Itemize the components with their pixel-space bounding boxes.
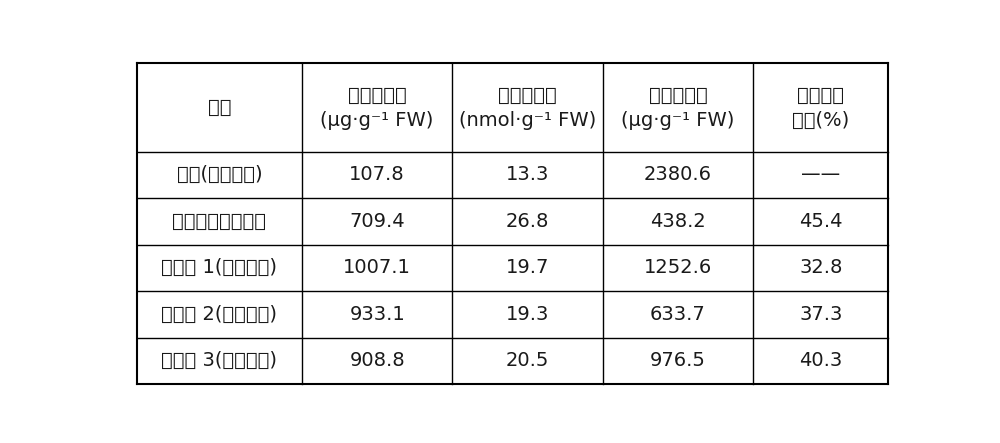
Text: 脖氨酸含量
(μg·g⁻¹ FW): 脖氨酸含量 (μg·g⁻¹ FW)	[320, 85, 434, 129]
Text: 107.8: 107.8	[349, 165, 405, 184]
Text: 1252.6: 1252.6	[644, 258, 712, 277]
Text: 26.8: 26.8	[506, 212, 549, 231]
Text: 908.8: 908.8	[349, 351, 405, 370]
Text: 976.5: 976.5	[650, 351, 706, 370]
Text: 20.5: 20.5	[506, 351, 549, 370]
Text: 叶绳素含量
(μg·g⁻¹ FW): 叶绳素含量 (μg·g⁻¹ FW)	[621, 85, 735, 129]
Text: 438.2: 438.2	[650, 212, 706, 231]
Text: 13.3: 13.3	[506, 165, 549, 184]
Text: 45.4: 45.4	[799, 212, 842, 231]
Text: 933.1: 933.1	[349, 305, 405, 324]
Text: ——: ——	[801, 165, 840, 184]
Text: 19.3: 19.3	[506, 305, 549, 324]
Text: 19.7: 19.7	[506, 258, 549, 277]
Text: 709.4: 709.4	[349, 212, 405, 231]
Text: 实施例 1(干旱胁迫): 实施例 1(干旱胁迫)	[161, 258, 277, 277]
Text: 实施例 2(干旱胁迫): 实施例 2(干旱胁迫)	[161, 305, 277, 324]
Text: 32.8: 32.8	[799, 258, 842, 277]
Text: 40.3: 40.3	[799, 351, 842, 370]
Text: 对照(正常淋水): 对照(正常淋水)	[177, 165, 262, 184]
Text: 绿叶率伤
害度(%): 绿叶率伤 害度(%)	[792, 85, 849, 129]
Text: 1007.1: 1007.1	[343, 258, 411, 277]
Text: 2380.6: 2380.6	[644, 165, 712, 184]
Text: 对照（干旱胁迫）: 对照（干旱胁迫）	[172, 212, 266, 231]
Text: 组别: 组别	[208, 98, 231, 117]
Text: 丙二醉含量
(nmol·g⁻¹ FW): 丙二醉含量 (nmol·g⁻¹ FW)	[459, 85, 596, 129]
Text: 633.7: 633.7	[650, 305, 706, 324]
Text: 37.3: 37.3	[799, 305, 842, 324]
Text: 实施例 3(干旱胁迫): 实施例 3(干旱胁迫)	[161, 351, 277, 370]
